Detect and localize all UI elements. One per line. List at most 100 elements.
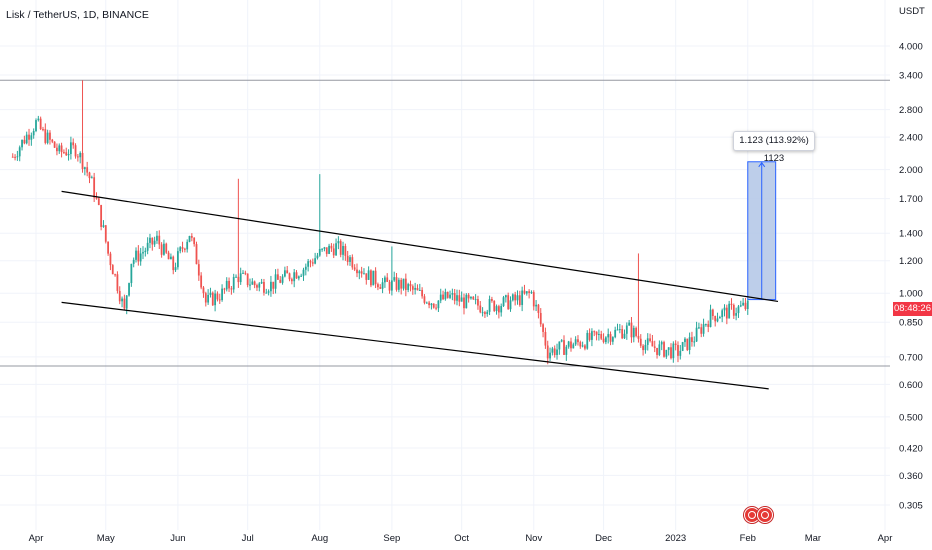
time-tick-label: Sep	[383, 533, 400, 544]
candle-body	[379, 287, 382, 289]
horizontal-lines[interactable]	[0, 79, 890, 367]
candle-body	[739, 305, 742, 307]
candlestick-series[interactable]	[11, 80, 749, 365]
candle-body	[430, 303, 433, 306]
candle-body	[721, 310, 724, 318]
candle-body	[304, 266, 307, 270]
candle-body	[88, 172, 91, 179]
channel-trendline[interactable]	[61, 190, 779, 303]
countdown-badge: 08:48:26	[893, 302, 932, 316]
candle-body	[74, 145, 77, 157]
candle-body	[76, 156, 79, 158]
time-axis[interactable]: Apr May Jun Jul Aug Sep Oct Nov Dec 2023 Feb Mar Apr	[29, 533, 893, 544]
candle-body	[158, 235, 161, 245]
candle-body	[679, 350, 682, 356]
candle-body	[611, 337, 614, 342]
candle-body	[630, 322, 633, 338]
time-tick-label: Jun	[170, 533, 185, 544]
candle-body	[332, 248, 335, 256]
candle-body	[539, 312, 542, 325]
time-tick-label: May	[97, 533, 115, 544]
candle-body	[714, 316, 717, 322]
candle-body	[190, 235, 193, 238]
candle-body	[488, 299, 491, 312]
candle-body	[337, 241, 340, 244]
candle-body	[360, 271, 363, 274]
candle-body	[83, 167, 86, 170]
candle-body	[698, 327, 700, 329]
candle-body	[104, 225, 107, 242]
candle-body	[263, 281, 265, 293]
candle-body	[67, 154, 70, 156]
channel-trendline[interactable]	[61, 301, 769, 390]
candle-body	[53, 141, 56, 148]
candle-body	[486, 311, 489, 315]
candle-body	[479, 305, 482, 313]
candle-body	[393, 277, 396, 281]
candle-body	[323, 247, 326, 249]
candle-body	[732, 305, 735, 316]
candle-body	[428, 302, 430, 306]
candle-body	[491, 299, 493, 301]
price-tick-label: 0.360	[899, 471, 923, 482]
candle-body	[307, 261, 310, 267]
candle-body	[470, 296, 472, 299]
candle-body	[544, 331, 547, 346]
candle-body	[69, 142, 72, 155]
candle-body	[465, 294, 468, 309]
candle-body	[56, 147, 58, 152]
candle-body	[23, 139, 26, 144]
symbol-title[interactable]: Lisk / TetherUS, 1D, BINANCE	[6, 9, 149, 21]
candle-body	[584, 345, 586, 349]
candle-body	[195, 244, 198, 265]
price-tick-label: 1.400	[899, 229, 923, 240]
candle-body	[135, 250, 137, 260]
price-tick-label: 4.000	[899, 42, 923, 53]
candle-body	[381, 282, 384, 289]
candle-body	[409, 284, 412, 287]
candle-body	[484, 312, 486, 315]
candle-body	[402, 278, 405, 289]
candle-body	[188, 235, 191, 242]
candle-body	[472, 296, 475, 300]
candle-body	[274, 274, 277, 289]
candle-body	[649, 338, 651, 342]
us-flag-icon[interactable]	[757, 507, 773, 523]
candle-body	[709, 309, 712, 327]
candle-body	[386, 277, 389, 282]
candle-body	[46, 132, 49, 143]
candle-body	[142, 252, 144, 254]
candle-body	[702, 324, 705, 334]
price-tick-label: 0.600	[899, 380, 923, 391]
candle-body	[209, 292, 212, 295]
candle-body	[523, 290, 526, 294]
price-tick-label: 3.400	[899, 70, 923, 81]
candle-body	[507, 295, 510, 310]
candle-body	[574, 339, 577, 345]
candle-body	[123, 298, 126, 309]
candle-body	[353, 267, 356, 270]
candle-body	[560, 340, 563, 342]
candle-body	[516, 295, 519, 301]
exchange-label: BINANCE	[102, 9, 149, 21]
channel-trendlines[interactable]	[61, 190, 779, 390]
candle-body	[397, 279, 400, 290]
candle-body	[546, 345, 549, 359]
candle-body	[635, 327, 638, 336]
candle-body	[132, 259, 135, 264]
candle-body	[302, 269, 305, 276]
candle-body	[242, 272, 244, 274]
candle-body	[339, 241, 342, 255]
measure-tool[interactable]	[747, 161, 777, 301]
candle-body	[97, 198, 100, 205]
candle-body	[163, 243, 165, 255]
price-axis[interactable]: 4.000 3.400 2.800 2.400 2.000 1.700 1.400 1.200…	[899, 6, 925, 512]
candle-body	[216, 293, 219, 300]
price-tick-label: 1.700	[899, 194, 923, 205]
candle-body	[628, 322, 631, 326]
candle-body	[693, 341, 696, 343]
candle-body	[200, 275, 203, 288]
candle-body	[681, 342, 684, 351]
measure-label[interactable]: 1.123 (113.92%) 1123	[733, 131, 815, 164]
